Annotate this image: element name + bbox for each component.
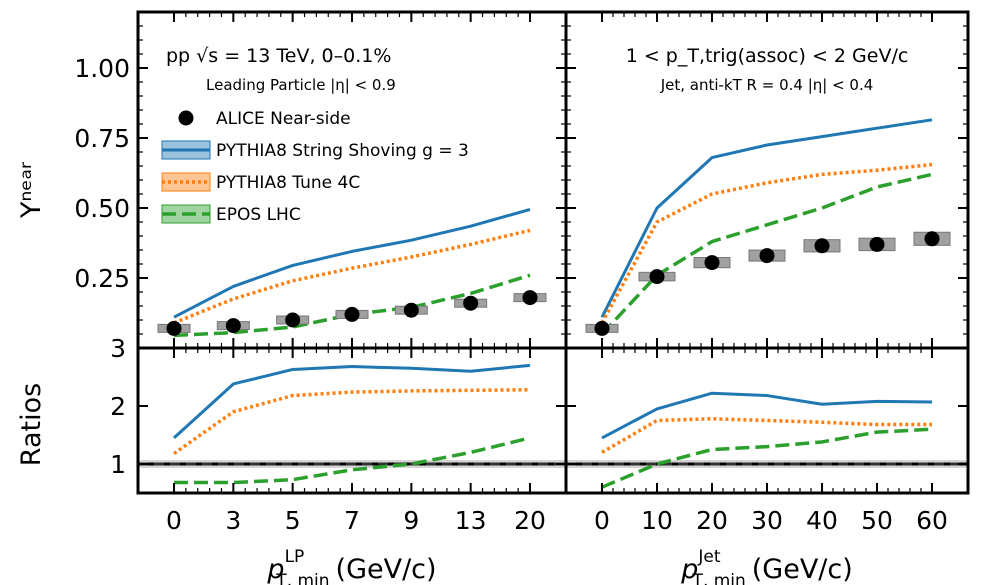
left-xtick-label: 0: [166, 506, 182, 535]
right-ratio-curve-epos: [601, 427, 933, 489]
left-top-curve-string_shoving: [173, 207, 531, 319]
right-annotation-pt-range: 1 < p_T,trig(assoc) < 2 GeV/c: [626, 45, 909, 67]
ratio-ytick-label: 1: [110, 450, 126, 479]
right-xlabel-main: p: [680, 554, 698, 585]
top-ytick-label: 1.00: [74, 54, 130, 83]
left-annotation-energy: pp √s = 13 TeV, 0–0.1%: [166, 45, 391, 67]
right-xtick-label: 40: [806, 506, 838, 535]
right-xtick-label: 30: [751, 506, 783, 535]
right-alice-point: [759, 248, 775, 264]
legend-label-tune4c: PYTHIA8 Tune 4C: [216, 173, 360, 193]
right-alice-point: [924, 231, 940, 247]
left-xlabel-sub: T, min: [275, 571, 329, 585]
left-top-curve-epos: [173, 273, 531, 338]
right-annotation-jet: Jet, anti-kT R = 0.4 |η| < 0.4: [660, 76, 874, 94]
right-top-curve-tune4c: [600, 162, 933, 324]
top-ytick-label: 0.25: [74, 264, 130, 293]
left-alice-point: [166, 320, 182, 336]
right-alice-point: [869, 236, 885, 252]
left-alice-point: [225, 318, 241, 334]
left-xlabel-sup: LP: [285, 547, 305, 567]
left-xlabel-unit: (GeV/c): [336, 554, 437, 585]
left-xlabel-main: p: [266, 554, 284, 585]
right-xlabel-unit: (GeV/c): [752, 554, 853, 585]
ratio-ylabel: Ratios: [16, 383, 47, 466]
right-alice-point: [704, 255, 720, 271]
left-xtick-label: 20: [514, 506, 546, 535]
top-ytick-label: 0.50: [74, 194, 130, 223]
right-ratio-curve-string_shoving: [601, 391, 933, 440]
left-ratio-curve-string_shoving: [172, 363, 531, 440]
left-alice-point: [522, 290, 538, 306]
right-xtick-label: 20: [696, 506, 728, 535]
right-alice-point: [649, 269, 665, 285]
left-xtick-label: 9: [403, 506, 419, 535]
left-alice-point: [403, 302, 419, 318]
plot-frame: [136, 10, 970, 495]
legend-label-string_shoving: PYTHIA8 String Shoving g = 3: [216, 141, 469, 161]
right-alice-point: [594, 320, 610, 336]
legend-label-alice: ALICE Near-side: [216, 109, 351, 129]
right-xlabel-sup: Jet: [697, 547, 720, 567]
left-alice-point: [344, 306, 360, 322]
left-top-curve-tune4c: [173, 228, 531, 325]
right-xtick-label: 0: [594, 506, 610, 535]
ratio-ytick-label: 3: [110, 334, 126, 363]
top-ylabel: Yⁿᵉᵃʳ: [16, 162, 47, 219]
left-xtick-label: 13: [455, 506, 487, 535]
right-alice-point: [814, 238, 830, 254]
right-ratio-curve-tune4c: [601, 417, 932, 454]
left-xlabel: pLP T, min (GeV/c): [266, 547, 436, 585]
left-xtick-label: 7: [344, 506, 360, 535]
right-xtick-label: 50: [861, 506, 893, 535]
legend-label-epos: EPOS LHC: [216, 205, 301, 225]
right-xtick-label: 60: [916, 506, 948, 535]
left-alice-point: [463, 295, 479, 311]
top-ytick-label: 0.75: [74, 124, 130, 153]
right-xlabel-sub: T, min: [692, 571, 746, 585]
right-xlabel: pJet T, min (GeV/c): [680, 547, 853, 585]
ratio-ytick-label: 2: [110, 392, 126, 421]
right-top-curve-string_shoving: [600, 118, 933, 318]
left-ratio-curve-tune4c: [172, 388, 531, 455]
left-alice-point: [285, 312, 301, 328]
right-xtick-label: 10: [641, 506, 673, 535]
left-annotation-trigger: Leading Particle |η| < 0.9: [206, 76, 396, 94]
left-xtick-label: 5: [285, 506, 301, 535]
left-xtick-label: 3: [225, 506, 241, 535]
legend-marker-alice: [178, 110, 194, 126]
